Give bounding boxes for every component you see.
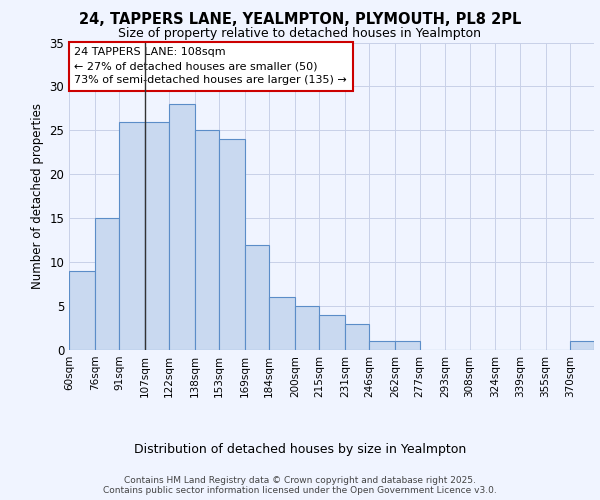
Bar	[345, 324, 370, 350]
Bar	[319, 315, 345, 350]
Bar	[69, 271, 95, 350]
Bar	[95, 218, 119, 350]
Bar	[145, 122, 169, 350]
Text: Distribution of detached houses by size in Yealmpton: Distribution of detached houses by size …	[134, 442, 466, 456]
Bar	[169, 104, 195, 350]
Bar	[269, 298, 295, 350]
Bar	[395, 341, 419, 350]
Bar	[195, 130, 219, 350]
Y-axis label: Number of detached properties: Number of detached properties	[31, 104, 44, 289]
Bar	[570, 341, 594, 350]
Text: Contains HM Land Registry data © Crown copyright and database right 2025.
Contai: Contains HM Land Registry data © Crown c…	[103, 476, 497, 495]
Text: 24, TAPPERS LANE, YEALMPTON, PLYMOUTH, PL8 2PL: 24, TAPPERS LANE, YEALMPTON, PLYMOUTH, P…	[79, 12, 521, 28]
Text: Size of property relative to detached houses in Yealmpton: Size of property relative to detached ho…	[119, 28, 482, 40]
Bar	[245, 244, 269, 350]
Text: 24 TAPPERS LANE: 108sqm
← 27% of detached houses are smaller (50)
73% of semi-de: 24 TAPPERS LANE: 108sqm ← 27% of detache…	[74, 47, 347, 85]
Bar	[295, 306, 319, 350]
Bar	[370, 341, 395, 350]
Bar	[219, 139, 245, 350]
Bar	[119, 122, 145, 350]
